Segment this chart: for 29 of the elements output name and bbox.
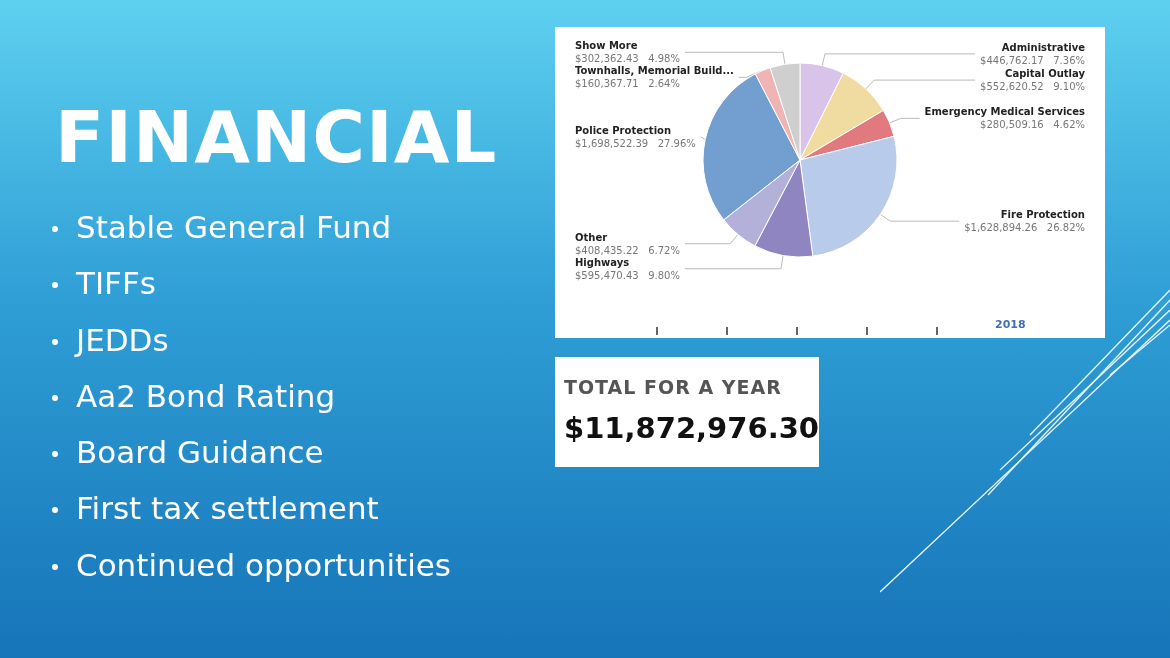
data-label: $1,628,894.26 26.82% <box>964 222 1085 234</box>
data-label: $595,470.43 9.80% <box>575 269 680 281</box>
data-label: $552,620.52 9.10% <box>980 81 1085 93</box>
slice-label: Other <box>575 231 608 243</box>
text: Stable General Fund <box>75 208 393 247</box>
text: JEDDs <box>73 320 170 360</box>
text: FINANCIAL <box>55 95 498 179</box>
data-label: $446,762.17 7.36% <box>980 54 1085 66</box>
slice-label: Fire Protection <box>1000 209 1085 221</box>
slice-label: Townhalls, Memorial Build... <box>575 65 734 77</box>
text: Board Guidance <box>75 433 325 473</box>
data-label: $302,362.43 4.98% <box>575 53 680 65</box>
text: Aa2 Bond Rating <box>75 376 337 416</box>
slice-label: Highways <box>575 256 630 268</box>
slice-label: Show More <box>575 40 638 52</box>
text: Continued opportunities <box>75 545 452 585</box>
slice-label: Administrative <box>1001 41 1086 53</box>
data-label: $280,509.16 4.62% <box>980 119 1085 131</box>
data-label: $408,435.22 6.72% <box>575 244 680 256</box>
text: First tax settlement <box>75 489 380 529</box>
text: $11,872,976.30 <box>564 411 820 445</box>
text: 2018 <box>995 318 1026 331</box>
slice-label: Emergency Medical Services <box>924 106 1086 118</box>
data-label: $1,698,522.39 27.96% <box>575 137 696 149</box>
text: TIFFs <box>75 264 157 304</box>
slice-label: Police Protection <box>575 124 672 136</box>
data-label: $160,367.71 2.64% <box>575 78 680 90</box>
text: TOTAL FOR A YEAR <box>564 376 782 398</box>
slice-label: Capital Outlay <box>1005 68 1086 80</box>
